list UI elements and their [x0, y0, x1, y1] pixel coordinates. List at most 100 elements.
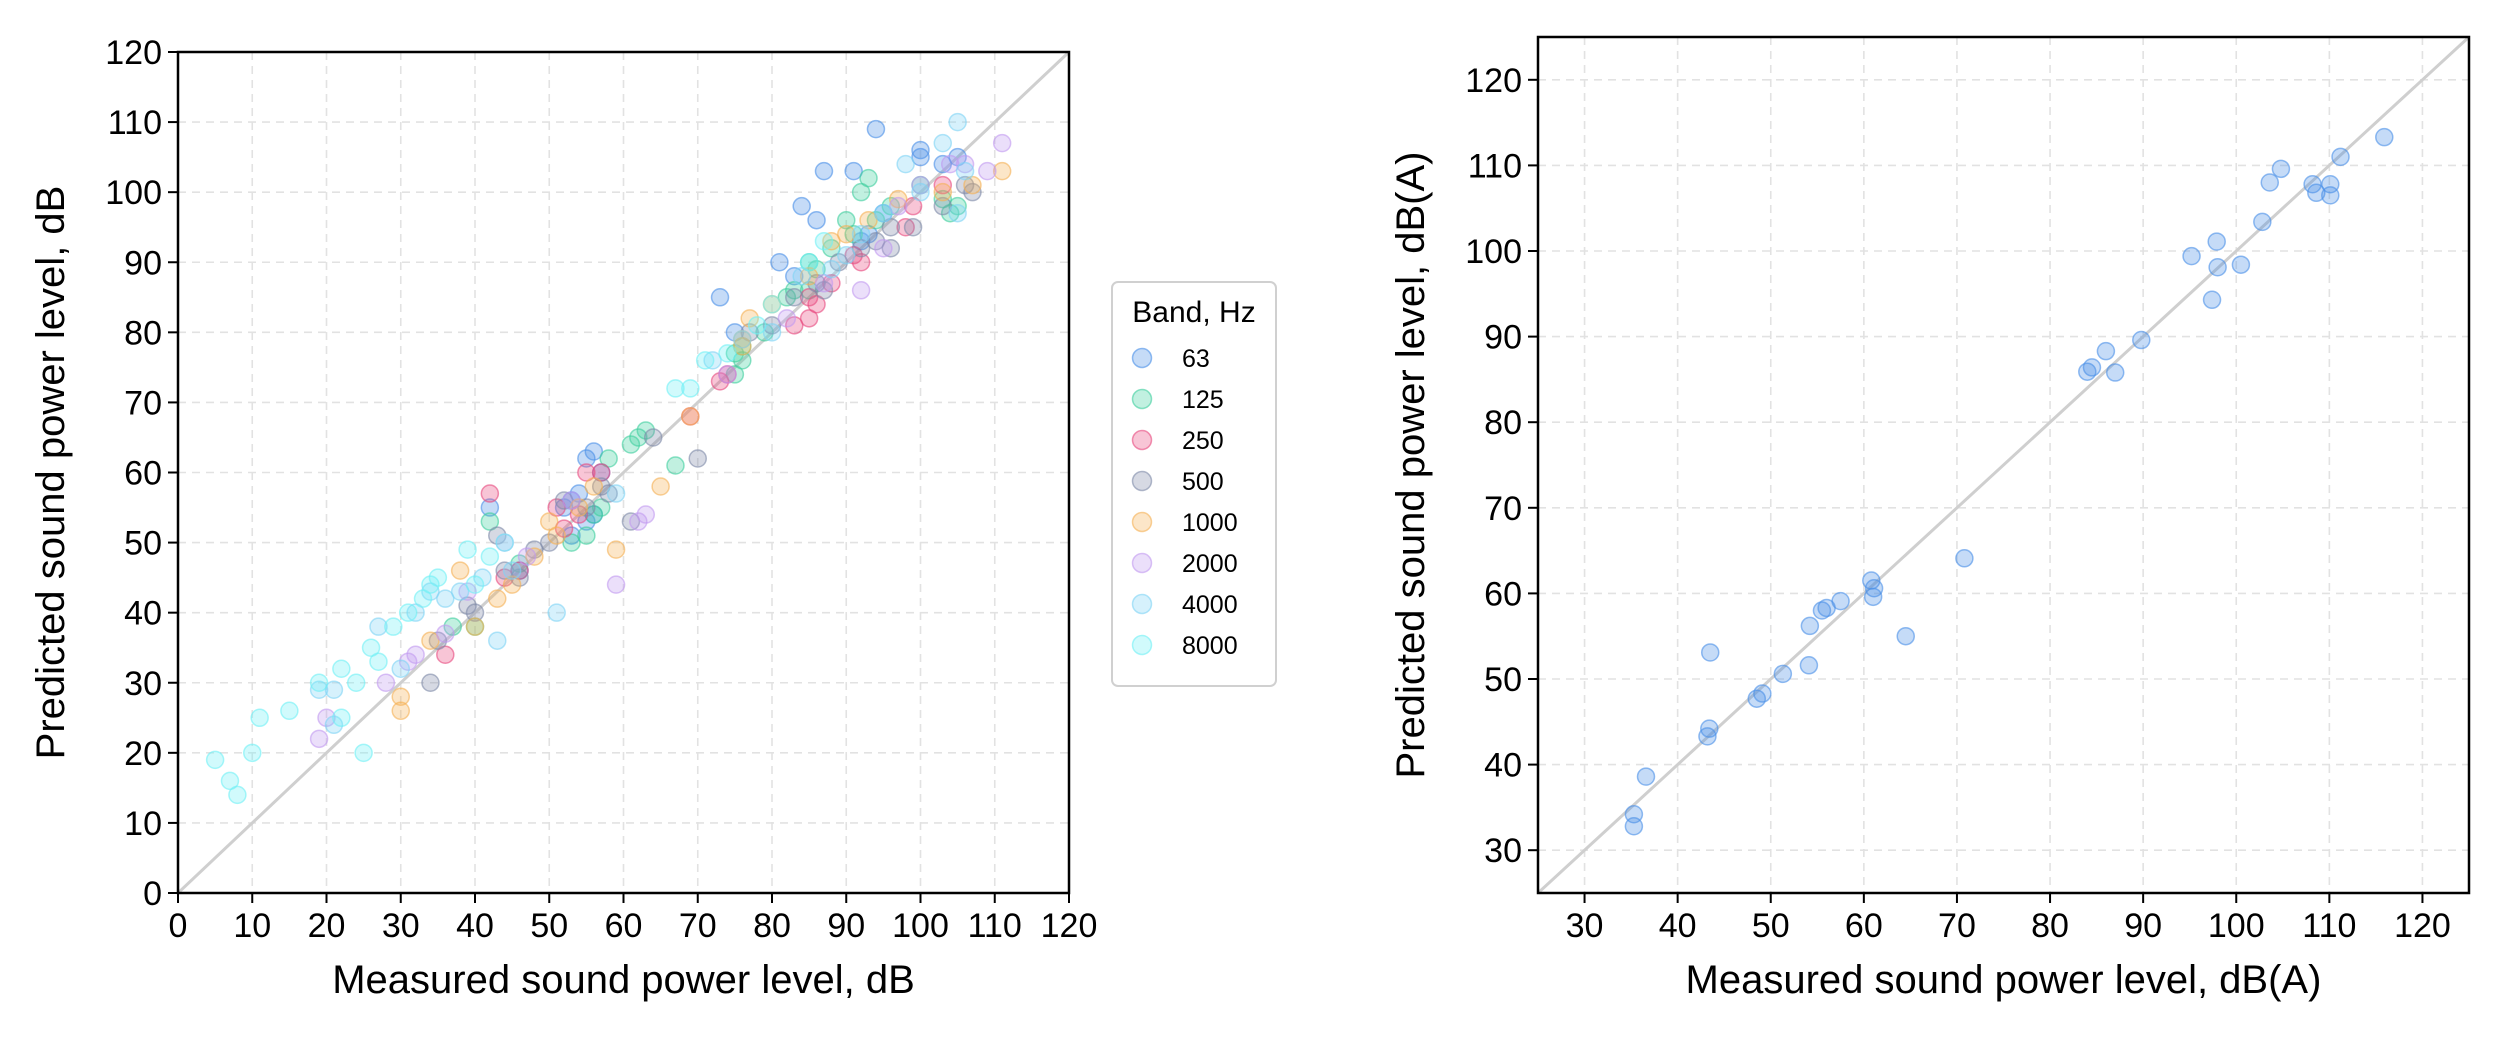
data-point: [436, 624, 455, 643]
data-point: [799, 288, 819, 307]
data-point: [1700, 719, 1719, 738]
data-point: [406, 603, 425, 622]
data-point: [710, 372, 730, 391]
data-point: [2307, 183, 2326, 203]
data-point: [807, 274, 826, 293]
data-point: [2105, 363, 2125, 382]
series-1000: [391, 161, 1012, 721]
data-point: [547, 526, 566, 545]
data-point: [2253, 212, 2272, 232]
data-point: [822, 274, 841, 293]
data-point: [480, 484, 500, 503]
data-point: [933, 133, 953, 153]
data-point: [770, 253, 789, 272]
data-point: [2082, 358, 2102, 377]
data-point: [888, 196, 908, 216]
legend-label: 250: [1182, 427, 1224, 455]
y-tick-label: 50: [124, 525, 162, 563]
data-point: [591, 463, 611, 482]
data-point: [577, 449, 596, 468]
y-tick-label: 0: [143, 875, 162, 913]
data-point: [844, 245, 863, 265]
x-tick-label: 60: [605, 907, 643, 945]
y-tick-label: 30: [124, 665, 162, 703]
data-point: [599, 484, 618, 503]
data-point: [844, 161, 863, 181]
y-tick-label: 110: [1468, 147, 1522, 185]
data-point: [502, 561, 522, 580]
x-tick-label: 80: [753, 907, 791, 945]
data-point: [651, 477, 670, 496]
data-point: [376, 673, 396, 692]
y-tick-label: 60: [1484, 575, 1522, 613]
data-point: [629, 428, 648, 447]
data-point: [851, 224, 871, 244]
data-point: [992, 133, 1012, 153]
data-point: [718, 365, 737, 384]
x-tick-label: 50: [1752, 907, 1790, 945]
data-point: [785, 281, 804, 300]
data-point: [1955, 549, 1974, 568]
x-tick-label: 30: [1566, 907, 1604, 945]
data-point: [502, 575, 522, 594]
data-point: [599, 449, 618, 468]
reference-line: [1536, 35, 2471, 895]
data-point: [1773, 664, 1793, 684]
data-point: [384, 617, 403, 636]
series-500: [421, 175, 982, 692]
data-point: [369, 652, 388, 671]
x-tick-label: 120: [1041, 907, 1098, 945]
series-4000: [309, 112, 975, 735]
data-point: [822, 231, 841, 251]
data-point: [896, 217, 915, 237]
data-point: [733, 337, 752, 356]
data-point: [948, 147, 967, 167]
legend-marker: [1131, 347, 1153, 369]
data-point: [733, 330, 752, 349]
data-point: [992, 161, 1012, 181]
data-point: [933, 189, 953, 209]
data-point: [228, 785, 247, 805]
x-tick-label: 70: [1938, 907, 1976, 945]
data-point: [866, 210, 886, 230]
data-point: [621, 435, 641, 454]
data-point: [606, 575, 626, 594]
data-point: [584, 505, 604, 524]
data-point: [799, 281, 819, 300]
y-tick-label: 80: [124, 314, 162, 352]
data-point: [681, 379, 700, 398]
chart-1: 0 10 20 30 40 50 60 70 80 90 100 110 120 0 10 20 30 40 50 6…: [29, 34, 1097, 1002]
data-point: [2096, 341, 2116, 361]
data-point: [636, 505, 656, 524]
data-point: [428, 568, 448, 587]
data-point: [829, 253, 849, 272]
data-point: [495, 561, 514, 580]
data-point: [807, 210, 826, 230]
data-point: [205, 750, 225, 770]
data-point: [762, 316, 782, 335]
data-point: [725, 365, 745, 384]
y-tick-label: 120: [105, 34, 162, 72]
data-point: [495, 568, 514, 587]
legend: Band, Hz 63 125 250 500 1000 2000 4000 8000: [1111, 281, 1277, 687]
data-point: [933, 182, 953, 202]
series-2000: [309, 133, 1012, 749]
data-point: [710, 288, 730, 307]
data-point: [948, 112, 967, 132]
data-point: [785, 288, 804, 307]
data-point: [421, 673, 440, 692]
x-tick-label: 110: [2302, 907, 2356, 945]
x-tick-label: 90: [2124, 907, 2162, 945]
data-point: [562, 533, 581, 552]
data-point: [874, 203, 893, 223]
data-point: [2271, 159, 2291, 179]
legend-label: 500: [1182, 468, 1224, 496]
data-point: [978, 161, 997, 181]
data-point: [428, 631, 448, 650]
legend-marker: [1131, 429, 1153, 451]
data-point: [837, 210, 856, 230]
data-point: [391, 687, 410, 707]
data-point: [688, 449, 707, 468]
data-point: [747, 316, 767, 335]
data-point: [465, 603, 485, 622]
